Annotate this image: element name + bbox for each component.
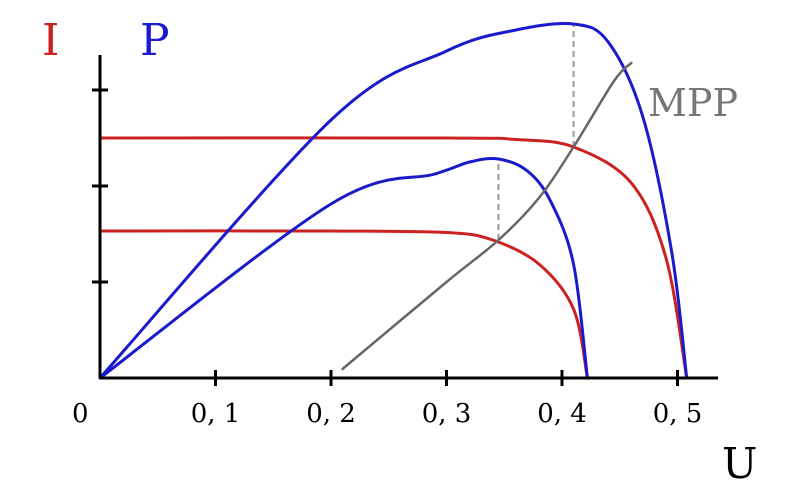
- x-tick-label: 0, 2: [306, 399, 356, 429]
- current-curve-1: [98, 229, 589, 380]
- y-ticks: [92, 88, 108, 284]
- mpp-curve: [341, 61, 633, 371]
- axes: [98, 55, 718, 380]
- y-label-power: P: [140, 15, 170, 66]
- mpp-label: MPP: [648, 81, 738, 125]
- x-tick-label: 0, 5: [653, 399, 703, 429]
- x-tick-label: 0, 1: [191, 399, 241, 429]
- y-label-current: I: [42, 15, 59, 66]
- x-ticks: [214, 370, 679, 386]
- power-curve-1: [98, 156, 589, 380]
- current-curve-2: [98, 136, 689, 380]
- x-tick-labels: 0 0, 1 0, 2 0, 3 0, 4 0, 5: [72, 399, 702, 429]
- x-axis-label: U: [722, 439, 757, 488]
- series-layer: [98, 21, 689, 380]
- x-tick-label: 0: [72, 399, 89, 429]
- power-curve-2: [98, 21, 689, 380]
- x-tick-label: 0, 4: [537, 399, 587, 429]
- x-tick-label: 0, 3: [422, 399, 472, 429]
